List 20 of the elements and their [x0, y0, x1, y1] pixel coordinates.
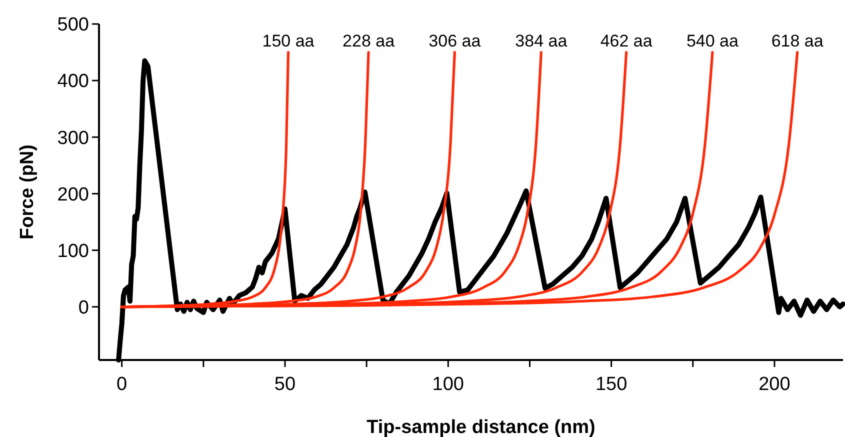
y-tick-label: 400 [57, 71, 89, 92]
series-label: 540 aa [686, 31, 740, 50]
y-axis-title: Force (pN) [17, 144, 38, 240]
series-label: 384 aa [515, 31, 568, 50]
y-tick-label: 300 [57, 128, 89, 149]
x-tick-label: 50 [274, 374, 296, 395]
series-label: 306 aa [428, 31, 482, 50]
x-tick-label: 0 [116, 374, 128, 395]
y-tick-label: 0 [78, 297, 89, 318]
series-label: 150 aa [262, 31, 315, 50]
y-tick-label: 500 [57, 14, 89, 36]
series-label: 228 aa [342, 31, 396, 50]
x-tick-label: 100 [432, 374, 464, 395]
y-tick-label: 100 [57, 240, 89, 262]
x-tick-label: 150 [595, 374, 628, 395]
y-tick-label: 200 [57, 184, 89, 206]
series-label: 462 aa [600, 31, 653, 50]
x-tick-label: 200 [758, 374, 790, 395]
x-axis-title: Tip-sample distance (nm) [366, 417, 596, 437]
series-label: 618 aa [771, 31, 824, 50]
